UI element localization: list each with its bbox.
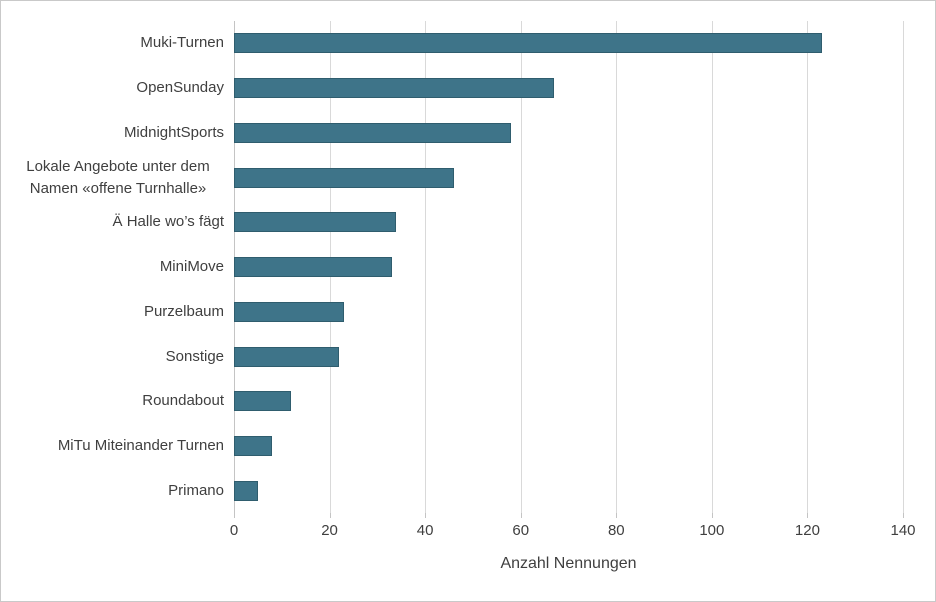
tickmark-x-80 (616, 513, 618, 518)
bar-row (234, 21, 903, 66)
category-label: OpenSunday (136, 79, 224, 97)
x-tick-label-80: 80 (607, 522, 625, 539)
plot-area (234, 21, 904, 518)
bar-row (234, 155, 903, 200)
bar-row (234, 200, 903, 245)
category-label-cell: OpenSunday (1, 66, 224, 111)
bar-Purzelbaum (234, 301, 344, 322)
bar-MidnightSports (234, 122, 512, 143)
category-label-cell: MiniMove (1, 245, 224, 290)
x-axis-tick-labels: 0 20 40 60 80 100 120 140 (230, 522, 916, 542)
bar-row (234, 289, 903, 334)
x-tick-label-140: 140 (890, 522, 916, 539)
tickmark-x-140 (903, 513, 904, 518)
bar-Muki-Turnen (234, 33, 822, 54)
bar-Lokale Angebote unter dem Namen «offene Turnhalle» (234, 167, 454, 188)
gridline-x-140 (903, 21, 904, 513)
bar-row (234, 468, 903, 513)
tickmark-x-40 (425, 513, 427, 518)
bar-Primano (234, 480, 258, 501)
bar-row (234, 66, 903, 111)
y-axis-category-labels: Muki-Turnen OpenSunday MidnightSports Lokal… (1, 21, 224, 513)
category-label: Ä Halle wo’s fägt (112, 213, 224, 231)
category-label-cell: Primano (1, 468, 224, 513)
x-axis-title: Anzahl Nennungen (500, 555, 637, 572)
category-label: Lokale Angebote unter dem Namen «offene … (26, 157, 210, 197)
bar-row (234, 379, 903, 424)
bar-row (234, 110, 903, 155)
gridline-x-60 (520, 21, 522, 513)
x-tick-label-40: 40 (416, 522, 434, 539)
category-label-cell: Muki-Turnen (1, 21, 224, 66)
gridline-x-120 (807, 21, 809, 513)
category-label-cell: Roundabout (1, 379, 224, 424)
x-tick-label-60: 60 (512, 522, 530, 539)
tickmark-x-100 (711, 513, 713, 518)
category-label-cell: MiTu Miteinander Turnen (1, 424, 224, 469)
x-tick-label-120: 120 (794, 522, 820, 539)
bar-MiniMove (234, 257, 392, 278)
tickmark-x-120 (807, 513, 809, 518)
category-label-cell: Sonstige (1, 334, 224, 379)
gridline-x-40 (425, 21, 427, 513)
bar-OpenSunday (234, 78, 555, 99)
tickmark-x-20 (329, 513, 331, 518)
bar-row (234, 334, 903, 379)
category-label: Muki-Turnen (140, 34, 224, 52)
category-label: MiTu Miteinander Turnen (57, 437, 224, 455)
category-label: MiniMove (159, 258, 224, 276)
category-label: Purzelbaum (143, 302, 224, 320)
bar-MiTu Miteinander Turnen (234, 435, 273, 456)
category-label-cell: Ä Halle wo’s fägt (1, 200, 224, 245)
bar-Sonstige (234, 346, 340, 367)
category-label: MidnightSports (123, 123, 224, 141)
bar-row (234, 245, 903, 290)
category-label: Sonstige (165, 347, 224, 365)
x-tick-label-0: 0 (229, 522, 239, 539)
category-label: Roundabout (142, 392, 224, 410)
x-tick-label-20: 20 (321, 522, 338, 539)
tickmark-x-0 (234, 513, 235, 518)
bars (234, 21, 903, 513)
gridline-x-100 (711, 21, 713, 513)
category-label-cell: MidnightSports (1, 110, 224, 155)
bar-Ä Halle wo’s fägt (234, 212, 397, 233)
category-label: Primano (168, 481, 224, 499)
bar-Roundabout (234, 391, 292, 412)
category-label-cell: Lokale Angebote unter dem Namen «offene … (1, 155, 224, 200)
category-label-cell: Purzelbaum (1, 289, 224, 334)
gridline-x-80 (616, 21, 618, 513)
tickmark-x-60 (520, 513, 522, 518)
bar-row (234, 424, 903, 469)
x-tick-label-100: 100 (699, 522, 725, 539)
